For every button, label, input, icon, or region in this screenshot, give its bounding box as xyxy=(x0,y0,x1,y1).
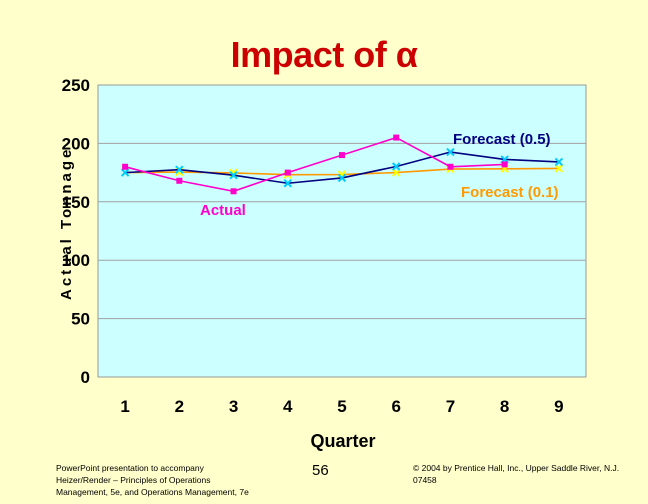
data-point xyxy=(337,173,347,183)
data-point xyxy=(392,162,401,171)
x-axis-label: Quarter xyxy=(310,431,375,451)
annotation-forecast-05: Forecast (0.5) xyxy=(453,131,551,148)
annotation-actual: Actual xyxy=(200,202,246,219)
y-axis-label: Actual Tonnage xyxy=(58,147,75,300)
data-point xyxy=(229,171,238,180)
x-tick-label: 4 xyxy=(283,397,293,416)
x-tick-label: 6 xyxy=(391,397,400,416)
footer-citation: PowerPoint presentation to accompany Hei… xyxy=(56,463,249,497)
y-tick-label: 50 xyxy=(71,310,90,329)
x-tick-label: 7 xyxy=(446,397,455,416)
series-group xyxy=(120,134,564,195)
data-point xyxy=(554,157,564,167)
slide-title: Impact of α xyxy=(230,34,418,75)
page-number: 56 xyxy=(312,462,329,479)
x-tick-label: 2 xyxy=(175,397,184,416)
x-tick-label: 1 xyxy=(120,397,129,416)
data-point xyxy=(284,169,291,176)
line-chart: 0 50 100 150 200 250 1 2 3 4 5 6 7 8 9 Actual Tonnage… xyxy=(58,76,587,451)
data-point xyxy=(554,164,564,173)
data-point xyxy=(501,161,508,168)
y-tick-label: 100 xyxy=(62,251,90,270)
series-actual xyxy=(122,134,508,195)
data-point xyxy=(446,147,455,157)
grid-lines xyxy=(98,142,586,320)
series-line xyxy=(124,136,505,193)
y-tick-label: 0 xyxy=(81,368,90,387)
data-point xyxy=(393,134,400,141)
data-point xyxy=(447,163,454,170)
data-point xyxy=(176,177,183,184)
x-tick-label: 5 xyxy=(337,397,346,416)
y-tick-label: 250 xyxy=(62,76,90,95)
x-tick-label: 9 xyxy=(554,397,563,416)
y-tick-labels: 0 50 100 150 200 250 xyxy=(62,76,90,387)
data-point xyxy=(175,165,184,174)
x-tick-label: 8 xyxy=(500,397,509,416)
footer-copyright: © 2004 by Prentice Hall, Inc., Upper Sad… xyxy=(413,463,620,485)
data-point xyxy=(122,163,129,170)
data-point xyxy=(120,168,130,177)
annotation-forecast-01: Forecast (0.1) xyxy=(461,184,559,201)
y-tick-label: 150 xyxy=(62,193,90,212)
data-point xyxy=(339,152,345,159)
x-tick-label: 3 xyxy=(229,397,238,416)
x-tick-labels: 1 2 3 4 5 6 7 8 9 xyxy=(120,397,563,416)
plot-area xyxy=(97,84,587,378)
data-point xyxy=(230,188,237,195)
y-tick-label: 200 xyxy=(62,134,90,153)
data-point xyxy=(283,179,292,188)
